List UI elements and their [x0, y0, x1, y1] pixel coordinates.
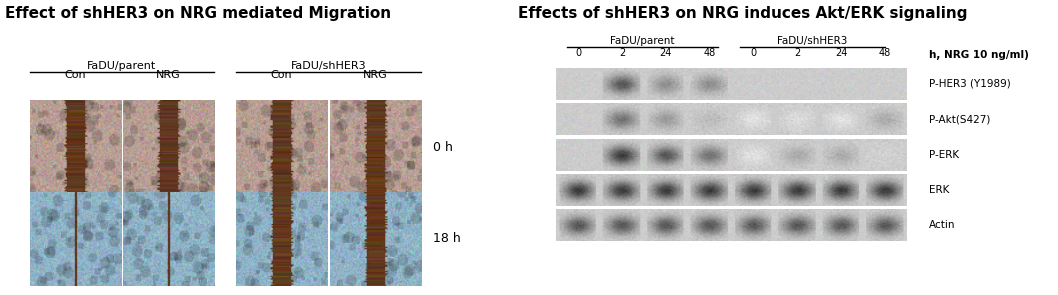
Text: NRG: NRG — [157, 70, 181, 80]
Text: P-ERK: P-ERK — [929, 150, 959, 160]
Text: FaDU/shHER3: FaDU/shHER3 — [291, 61, 366, 71]
Text: Effects of shHER3 on NRG induces Akt/ERK signaling: Effects of shHER3 on NRG induces Akt/ERK… — [518, 6, 968, 21]
Text: FaDU/parent: FaDU/parent — [610, 36, 675, 46]
Text: 48: 48 — [879, 47, 891, 58]
Text: Effect of shHER3 on NRG mediated Migration: Effect of shHER3 on NRG mediated Migrati… — [5, 6, 391, 21]
Text: Actin: Actin — [929, 220, 955, 230]
Text: ERK: ERK — [929, 185, 949, 195]
Text: 18 h: 18 h — [433, 232, 460, 245]
Text: P-HER3 (Y1989): P-HER3 (Y1989) — [929, 79, 1010, 89]
Text: FaDU/parent: FaDU/parent — [87, 61, 157, 71]
Text: 24: 24 — [659, 47, 672, 58]
Text: Con: Con — [271, 70, 292, 80]
Text: 0: 0 — [576, 47, 581, 58]
Text: 24: 24 — [835, 47, 847, 58]
Text: NRG: NRG — [363, 70, 387, 80]
Text: 0 h: 0 h — [433, 141, 453, 154]
Text: Con: Con — [65, 70, 86, 80]
Text: h, NRG 10 ng/ml): h, NRG 10 ng/ml) — [929, 50, 1028, 60]
Text: FaDU/shHER3: FaDU/shHER3 — [778, 36, 847, 46]
Text: 0: 0 — [750, 47, 756, 58]
Text: 48: 48 — [704, 47, 716, 58]
Text: P-Akt(S427): P-Akt(S427) — [929, 114, 990, 124]
Text: 2: 2 — [619, 47, 625, 58]
Text: 2: 2 — [795, 47, 801, 58]
